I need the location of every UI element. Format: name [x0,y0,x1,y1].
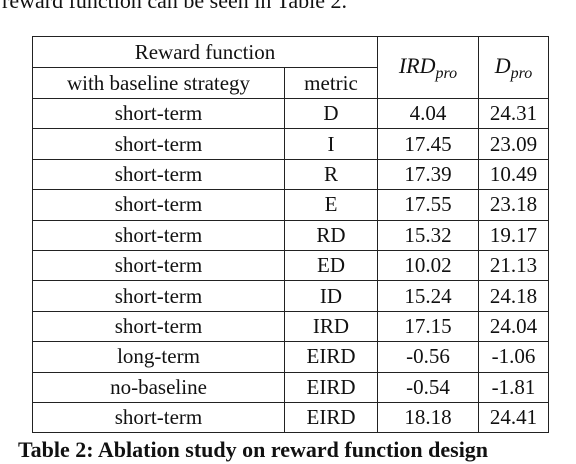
metric-cell: I [284,128,378,160]
metric-cell: ED [284,249,378,282]
baseline-cell: short-term [32,280,285,312]
d-pro-cell: 23.18 [478,189,549,221]
d-pro-cell: 24.41 [478,401,549,434]
table-row: short-term E 17.55 23.18 [32,189,549,221]
subheader: with baseline strategy [32,67,285,99]
table-row: long-term EIRD -0.56 -1.06 [32,341,549,373]
ird-pro-cell: 17.55 [377,189,479,221]
metric-cell: ID [284,280,378,312]
baseline-cell: short-term [32,189,285,221]
baseline-cell: no-baseline [32,371,285,403]
d-pro-cell: -1.06 [478,341,549,373]
table-row: no-baseline EIRD -0.54 -1.81 [32,371,549,403]
column-header-main: D [494,52,511,78]
ird-pro-cell: 15.32 [377,219,479,251]
baseline-cell: short-term [32,249,285,282]
table-row: short-term ED 10.02 21.13 [32,249,549,282]
d-pro-cell: 10.49 [478,158,549,191]
baseline-cell: long-term [32,341,285,373]
table-row: short-term D 4.04 24.31 [32,97,549,130]
baseline-cell: short-term [32,310,285,343]
baseline-cell: short-term [32,401,285,434]
baseline-cell: short-term [32,158,285,191]
column-header-sub: pro [510,64,533,82]
table-row: short-term ID 15.24 24.18 [32,280,549,312]
metric-cell: IRD [284,310,378,343]
ird-pro-cell: 15.24 [377,280,479,312]
d-pro-cell: -1.81 [478,371,549,403]
results-table: Reward function IRDpro Dpro with baselin… [32,36,549,434]
ird-pro-cell: 17.45 [377,128,479,160]
column-header-main: IRD [398,52,436,78]
table-row: short-term R 17.39 10.49 [32,158,549,191]
d-pro-cell: 23.09 [478,128,549,160]
metric-cell: EIRD [284,401,378,434]
ird-pro-cell: 18.18 [377,401,479,434]
baseline-cell: short-term [32,128,285,160]
d-pro-cell: 19.17 [478,219,549,251]
baseline-cell: short-term [32,97,285,130]
ird-pro-cell: -0.54 [377,371,479,403]
intro-text: reward function can be seen in Table 2. [2,0,348,13]
column-header: Dpro [478,36,549,99]
d-pro-cell: 21.13 [478,249,549,282]
table-body: short-term D 4.04 24.31 short-term I 17.45 23.0… [32,97,549,434]
d-pro-cell: 24.04 [478,310,549,343]
ird-pro-cell: 17.15 [377,310,479,343]
metric-cell: RD [284,219,378,251]
group-header: Reward function [32,36,378,68]
metric-cell: R [284,158,378,191]
table-row: short-term I 17.45 23.09 [32,128,549,160]
d-pro-cell: 24.18 [478,280,549,312]
metric-cell: D [284,97,378,130]
metric-cell: EIRD [284,341,378,373]
table-row: short-term IRD 17.15 24.04 [32,310,549,343]
subheader: metric [284,67,378,99]
ird-pro-cell: 10.02 [377,249,479,282]
column-header-sub: pro [435,64,458,82]
d-pro-cell: 24.31 [478,97,549,130]
caption: Table 2: Ablation study on reward functi… [18,437,489,462]
metric-cell: EIRD [284,371,378,403]
ird-pro-cell: -0.56 [377,341,479,373]
ird-pro-cell: 17.39 [377,158,479,191]
ird-pro-cell: 4.04 [377,97,479,130]
table-row: short-term EIRD 18.18 24.41 [32,401,549,434]
table-row: short-term RD 15.32 19.17 [32,219,549,251]
metric-cell: E [284,189,378,221]
baseline-cell: short-term [32,219,285,251]
column-header: IRDpro [377,36,479,99]
